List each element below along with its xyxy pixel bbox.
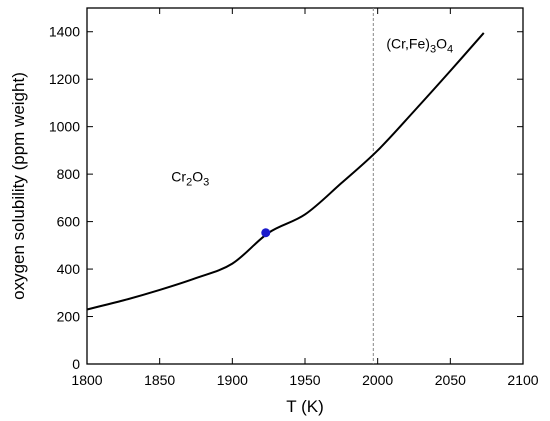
y-tick-label: 1400 (49, 24, 80, 40)
data-point-marker (261, 228, 271, 238)
x-tick-label: 2100 (507, 372, 538, 388)
x-axis-label: T (K) (286, 397, 323, 416)
x-tick-label: 1900 (217, 372, 248, 388)
y-tick-label: 1000 (49, 119, 80, 135)
phase-annotation: Cr2O3 (171, 168, 209, 188)
x-tick-label: 1850 (144, 372, 175, 388)
y-tick-label: 800 (57, 166, 81, 182)
phase-annotation: (Cr,Fe)3O4 (386, 35, 453, 55)
x-tick-label: 2050 (435, 372, 466, 388)
x-tick-label: 1800 (71, 372, 102, 388)
y-tick-label: 400 (57, 261, 81, 277)
series-layer (86, 32, 485, 311)
annotations: Cr2O3 (Cr,Fe)3O4 (171, 35, 453, 188)
x-tick-label: 2000 (362, 372, 393, 388)
y-tick-label: 600 (57, 214, 81, 230)
ticks: 1800 1850 1900 1950 2000 2050 2100 0 200 400 600 80… (49, 8, 539, 388)
y-tick-label: 1200 (49, 71, 80, 87)
y-tick-label: 200 (57, 309, 81, 325)
x-tick-label: 1950 (289, 372, 320, 388)
y-tick-label: 0 (72, 356, 80, 372)
y-axis-label: oxygen solubility (ppm weight) (9, 72, 28, 300)
solubility-curve (86, 32, 485, 311)
